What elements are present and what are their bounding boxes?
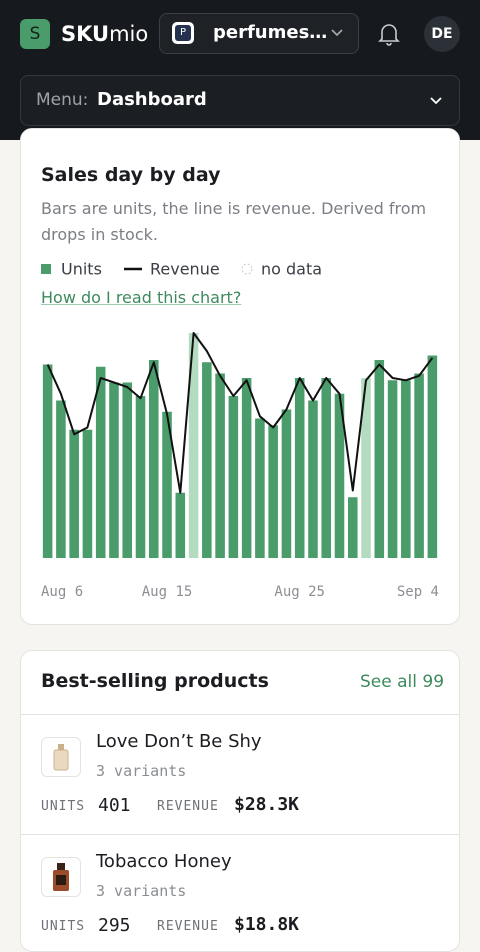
help-link[interactable]: How do I read this chart?	[41, 288, 242, 307]
brand-bold: SKU	[61, 22, 110, 46]
bar	[281, 409, 292, 558]
revenue-label: REVENUE	[157, 799, 219, 814]
bottle-icon	[53, 863, 69, 891]
x-tick-label: Aug 15	[142, 584, 193, 600]
bar	[387, 380, 398, 558]
bar	[401, 380, 411, 558]
units-value: 295	[98, 915, 131, 936]
bar	[374, 360, 385, 558]
bar	[135, 396, 146, 558]
sales-card	[20, 128, 460, 625]
bar	[95, 366, 106, 558]
x-tick-label: Aug 6	[41, 584, 83, 600]
chevron	[430, 97, 442, 105]
divider	[21, 834, 459, 835]
bar	[334, 393, 345, 558]
bottle-icon	[53, 744, 69, 771]
see-all-link[interactable]: See all 99	[360, 672, 445, 692]
product-variants: 3 variants	[96, 882, 187, 900]
bar	[109, 382, 119, 558]
revenue-label: REVENUE	[157, 919, 219, 934]
bar	[82, 429, 93, 558]
chart: Units Revenue no data Aug 6 Aug 15 Aug 25 Sep …	[41, 260, 439, 600]
bar	[268, 425, 278, 558]
legend-label: Revenue	[150, 260, 220, 279]
product-name: Tobacco Honey	[96, 851, 232, 872]
bar	[308, 400, 318, 558]
bar	[69, 429, 79, 558]
legend-label: Units	[61, 260, 102, 279]
bar	[188, 333, 199, 558]
product-variants: 3 variants	[96, 762, 187, 780]
products-title: Best-selling products	[41, 670, 269, 692]
header: S SKUmio P perfumes… DE Menu: Dashboard	[0, 0, 480, 140]
legend-label: no data	[261, 260, 322, 279]
bell-icon[interactable]	[377, 21, 401, 47]
bar	[122, 382, 133, 558]
store-select[interactable]: P perfumes…	[159, 13, 359, 54]
bar	[162, 411, 172, 558]
menu-label: Menu:	[36, 90, 89, 110]
bar	[228, 396, 239, 558]
chart-title: Sales day by day	[41, 164, 221, 186]
bar	[56, 400, 66, 558]
bar	[414, 373, 424, 558]
bar	[241, 378, 252, 558]
brand-rest: mio	[109, 22, 149, 46]
divider	[21, 714, 459, 715]
products-card	[20, 650, 460, 952]
product-thumb	[41, 857, 81, 897]
x-tick-label: Aug 25	[274, 584, 325, 600]
brand[interactable]: SKUmio	[61, 20, 148, 48]
x-tick-label: Sep 4	[397, 584, 439, 600]
units-label: UNITS	[41, 919, 86, 934]
chart-subtitle: Bars are units, the line is revenue. Der…	[41, 199, 427, 244]
bar	[427, 355, 438, 558]
bar	[255, 418, 265, 558]
revenue-value: $18.8K	[234, 914, 300, 935]
bar	[361, 378, 371, 558]
bar	[294, 378, 305, 558]
bar	[175, 492, 186, 558]
bar	[202, 362, 212, 558]
legend-swatch	[41, 264, 51, 274]
bar	[347, 497, 358, 558]
product-name: Love Don’t Be Shy	[96, 731, 262, 752]
chevron	[331, 29, 343, 37]
store-name: perfumes…	[213, 22, 328, 43]
bar	[42, 364, 53, 558]
legend-swatch	[241, 263, 253, 275]
bar	[321, 378, 332, 558]
units-value: 401	[98, 795, 131, 816]
avatar[interactable]: DE	[424, 16, 460, 52]
store-badge: P	[175, 25, 191, 41]
product-thumb	[41, 737, 81, 777]
logo[interactable]: S	[20, 19, 50, 49]
bar	[215, 373, 225, 558]
menu-select[interactable]: Menu: Dashboard	[20, 75, 460, 126]
revenue-line	[46, 332, 434, 494]
units-label: UNITS	[41, 799, 86, 814]
bar	[148, 360, 159, 558]
revenue-value: $28.3K	[234, 794, 300, 815]
store-badge-box: P	[172, 22, 194, 44]
menu-value: Dashboard	[97, 89, 207, 110]
